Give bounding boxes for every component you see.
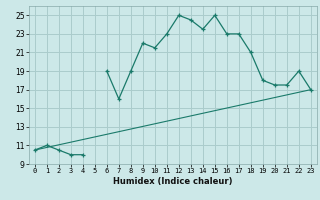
X-axis label: Humidex (Indice chaleur): Humidex (Indice chaleur) xyxy=(113,177,233,186)
